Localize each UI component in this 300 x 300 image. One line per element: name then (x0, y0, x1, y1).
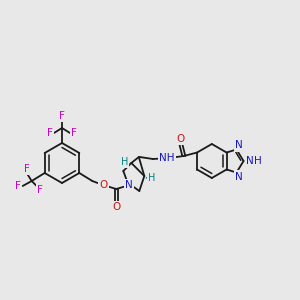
Text: F: F (24, 164, 30, 174)
Text: O: O (177, 134, 185, 144)
Text: F: F (37, 185, 43, 195)
Text: N: N (235, 172, 242, 182)
Text: F: F (47, 128, 53, 138)
Text: NH: NH (159, 153, 175, 163)
Text: H: H (148, 173, 155, 183)
Text: F: F (15, 181, 21, 191)
Text: F: F (71, 128, 77, 138)
Text: H: H (121, 157, 128, 167)
Text: N: N (235, 140, 242, 151)
Text: N: N (125, 180, 133, 190)
Text: O: O (112, 202, 120, 212)
Text: H: H (254, 156, 261, 166)
Text: O: O (99, 180, 107, 190)
Text: N: N (246, 156, 254, 166)
Text: F: F (59, 111, 65, 121)
